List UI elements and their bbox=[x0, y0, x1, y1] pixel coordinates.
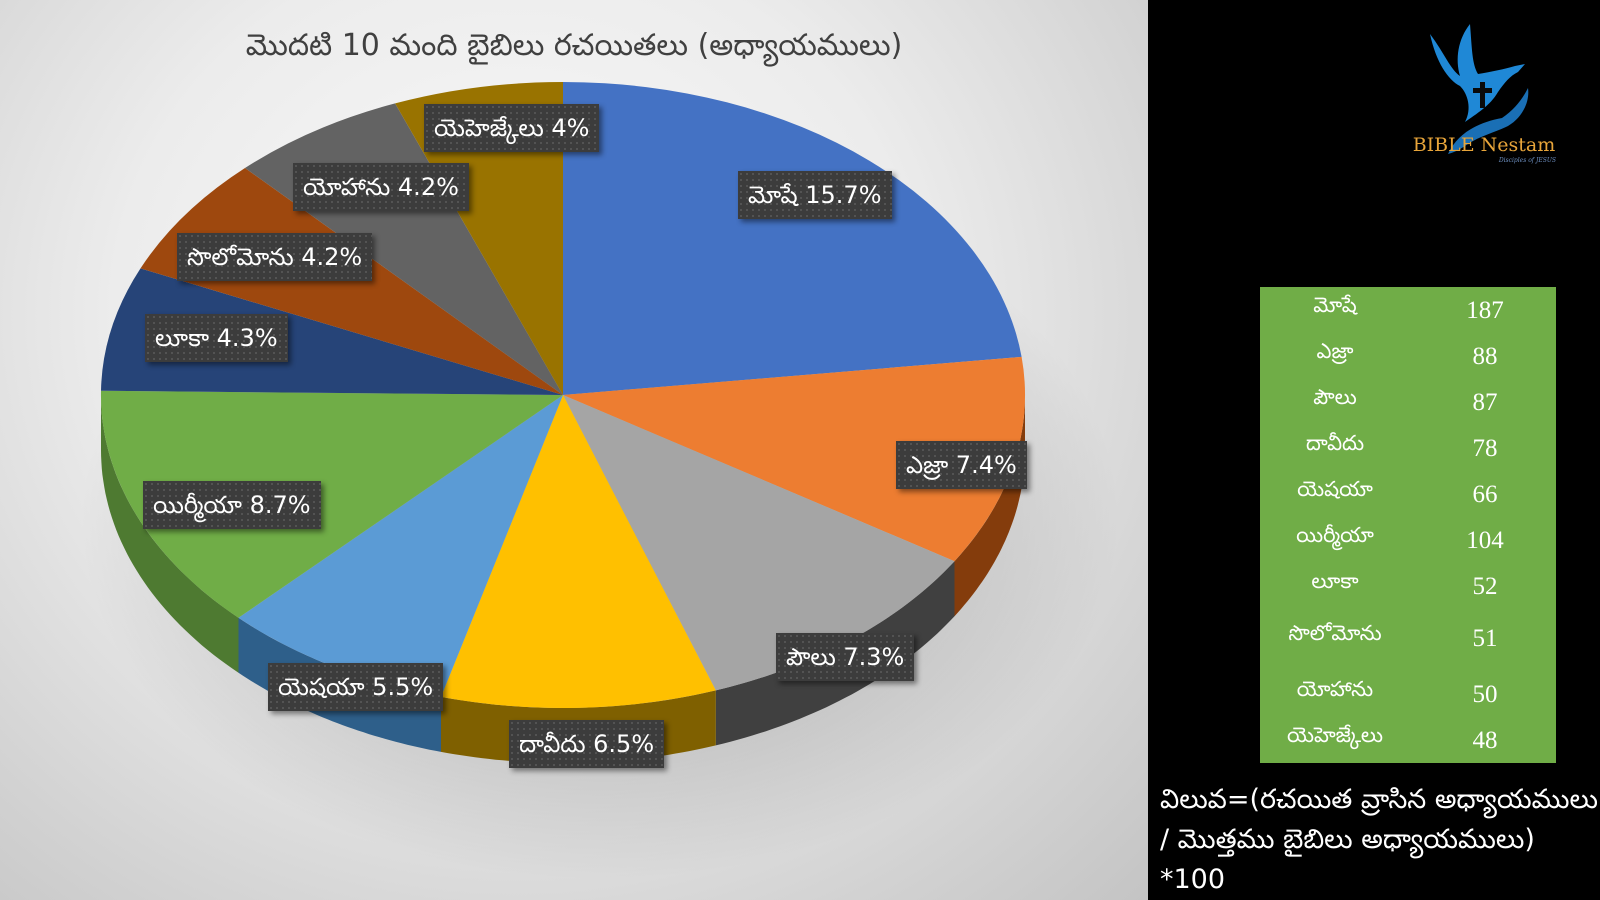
chapter-count: 104 bbox=[1466, 527, 1504, 554]
data-label-ezra: ఎజ్రా 7.4% bbox=[896, 441, 1027, 489]
logo-name: BIBLE Nestam bbox=[1412, 134, 1556, 156]
data-label-isaiah: యెషయా 5.5% bbox=[268, 663, 444, 711]
data-label-paul: పౌలు 7.3% bbox=[776, 633, 915, 681]
author-name: మోషే bbox=[1313, 293, 1357, 317]
chart-title: మొదటి 10 మంది బైబిలు రచయితలు (అధ్యాయములు… bbox=[245, 28, 903, 63]
pie-slice-2 bbox=[563, 395, 955, 691]
table-row: యోహాను 50 bbox=[1260, 671, 1556, 717]
logo-tagline: Disciples of JESUS bbox=[1498, 157, 1556, 164]
data-label-solomon: సొలోమోను 4.2% bbox=[177, 233, 373, 281]
author-name: యెషయా bbox=[1297, 477, 1373, 501]
data-label-jeremiah: యిర్మీయా 8.7% bbox=[143, 481, 321, 529]
pie-slice-5 bbox=[100, 390, 564, 618]
table-row: లూకా 52 bbox=[1260, 563, 1556, 609]
pie-slice-7 bbox=[140, 168, 563, 395]
author-name: సొలోమోను bbox=[1288, 621, 1382, 645]
chapter-count: 66 bbox=[1472, 481, 1498, 508]
pie-slice-3 bbox=[441, 395, 716, 709]
table-row: యెషయా 66 bbox=[1260, 471, 1556, 517]
chapter-count: 51 bbox=[1472, 625, 1498, 652]
chapter-count: 87 bbox=[1472, 389, 1498, 416]
chart-area: మొదటి 10 మంది బైబిలు రచయితలు (అధ్యాయములు… bbox=[0, 0, 1148, 900]
formula-line-2: / మొత్తము బైబిలు అధ్యాయములు) *100 bbox=[1160, 824, 1535, 895]
data-label-john: యోహాను 4.2% bbox=[293, 163, 469, 211]
pie-slice-0 bbox=[563, 82, 1022, 395]
chapter-count: 78 bbox=[1472, 435, 1498, 462]
pie-slice-6 bbox=[101, 268, 563, 395]
data-table: మోషే 187 ఎజ్రా 88 పౌలు 87 దావీదు 78 యెషయా 66 … bbox=[1260, 287, 1556, 763]
table-row: యిర్మీయా 104 bbox=[1260, 517, 1556, 563]
table-row: పౌలు 87 bbox=[1260, 379, 1556, 425]
data-label-ezekiel: యెహెజ్కేలు 4% bbox=[424, 104, 600, 152]
table-row: దావీదు 78 bbox=[1260, 425, 1556, 471]
table-row: మోషే 187 bbox=[1260, 287, 1556, 333]
author-name: ఎజ్రా bbox=[1316, 339, 1354, 363]
pie-side-1 bbox=[954, 395, 1025, 617]
chapter-count: 52 bbox=[1472, 573, 1498, 600]
chapter-count: 187 bbox=[1466, 297, 1504, 324]
data-label-moshe: మోషే 15.7% bbox=[738, 171, 892, 219]
table-row: సొలోమోను 51 bbox=[1260, 615, 1556, 661]
pie-side-5 bbox=[101, 395, 239, 673]
data-label-david: దావీదు 6.5% bbox=[509, 720, 665, 768]
dove-cross-hand-icon bbox=[1430, 24, 1529, 154]
pie-slice-4 bbox=[238, 395, 563, 697]
chapter-count: 48 bbox=[1472, 727, 1498, 754]
data-label-luke: లూకా 4.3% bbox=[145, 314, 288, 362]
author-name: యోహాను bbox=[1296, 677, 1374, 701]
author-name: పౌలు bbox=[1313, 385, 1357, 409]
chapter-count: 50 bbox=[1472, 681, 1498, 708]
formula-note: విలువ=(రచయిత వ్రాసిన అధ్యాయములు / మొత్తమ… bbox=[1160, 780, 1600, 900]
author-name: లూకా bbox=[1311, 569, 1359, 593]
author-name: యిర్మీయా bbox=[1296, 523, 1374, 547]
chapter-count: 88 bbox=[1472, 343, 1498, 370]
author-name: యెహెజ్కేలు bbox=[1286, 723, 1384, 747]
pie-slice-1 bbox=[563, 356, 1026, 562]
author-name: దావీదు bbox=[1305, 431, 1365, 455]
pie-slice-9 bbox=[395, 82, 563, 395]
table-row: యెహెజ్కేలు 48 bbox=[1260, 717, 1556, 763]
formula-line-1: విలువ=(రచయిత వ్రాసిన అధ్యాయములు bbox=[1160, 784, 1598, 815]
table-row: ఎజ్రా 88 bbox=[1260, 333, 1556, 379]
